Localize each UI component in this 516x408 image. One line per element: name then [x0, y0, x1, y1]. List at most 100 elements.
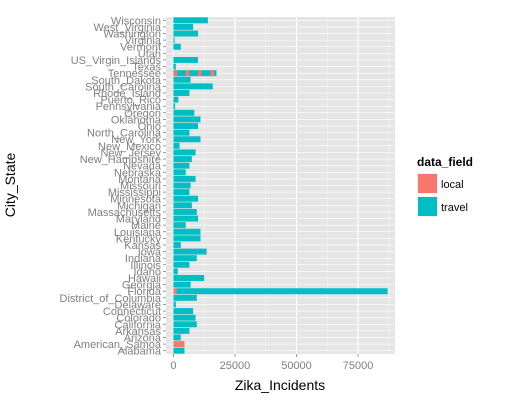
- y-tick-label: Idaho: [133, 266, 161, 278]
- bar-travel-oklahoma: [173, 116, 201, 123]
- bar-local-segment: [210, 70, 215, 77]
- y-tick-label: Arizona: [124, 332, 162, 344]
- y-tick-label: Pennsylvania: [96, 101, 162, 113]
- x-axis-label: Zika_Incidents: [235, 377, 325, 393]
- bar-travel-west-virginia: [173, 23, 194, 30]
- bar-travel-missouri: [173, 182, 191, 189]
- bar-travel-tennessee: [173, 70, 217, 77]
- bar-travel-wisconsin: [173, 17, 208, 24]
- bar-travel-rhode-island: [173, 90, 190, 96]
- y-axis-label: City_State: [2, 152, 18, 217]
- bar-travel-north-carolina: [173, 129, 190, 136]
- y-tick-label: Georgia: [122, 280, 162, 292]
- y-tick-label: Florida: [127, 286, 162, 298]
- y-tick-label: New_Jersey: [100, 147, 161, 159]
- y-tick-label: Hawaii: [128, 273, 161, 285]
- y-tick-label: West_Virginia: [94, 22, 162, 34]
- legend-label-travel: travel: [441, 202, 468, 214]
- y-tick-label: District_of_Columbia: [60, 293, 162, 305]
- y-tick-label: New_York: [111, 134, 161, 146]
- y-tick-label: Kansas: [124, 240, 161, 252]
- bar-travel-virginia: [173, 37, 175, 44]
- bar-travel-puerto-rico: [173, 96, 179, 103]
- y-tick-label: North_Carolina: [87, 128, 162, 140]
- grid-lines: [166, 17, 395, 354]
- bar-travel-connecticut: [173, 308, 194, 315]
- y-tick-label: Maryland: [116, 214, 161, 226]
- y-tick-label: Alabama: [118, 346, 162, 358]
- legend-title: data_field: [417, 155, 473, 169]
- bar-local-american-samoa: [173, 341, 185, 348]
- bar-travel-district-of-columbia: [173, 294, 197, 301]
- bar-travel-south-dakota: [173, 76, 191, 83]
- bar-travel-oregon: [173, 109, 195, 116]
- y-tick-label: Massachusetts: [88, 207, 162, 219]
- y-tick-label: Nebraska: [114, 167, 162, 179]
- y-tick-label: Nevada: [123, 161, 162, 173]
- bar-travel-new-hampshire: [173, 156, 192, 163]
- y-tick-label: South_Dakota: [91, 75, 162, 87]
- y-tick-label: South_Carolina: [85, 81, 162, 93]
- y-tick-label: Arkansas: [115, 326, 161, 338]
- x-tick-label: 0: [170, 360, 176, 372]
- bar-local-florida: [173, 288, 177, 295]
- y-tick-label: Iowa: [138, 247, 162, 259]
- bar-travel-nebraska: [173, 169, 186, 176]
- bar-local-segment: [198, 70, 202, 77]
- y-tick-label: Kentucky: [116, 233, 162, 245]
- y-tick-label: Texas: [132, 62, 161, 74]
- bar-travel-florida: [176, 288, 388, 295]
- bar-travel-arkansas: [173, 327, 190, 334]
- y-tick-label: Oklahoma: [111, 114, 162, 126]
- bar-travel-maryland: [173, 215, 199, 222]
- legend-label-local: local: [441, 179, 464, 191]
- bar-travel-alabama: [173, 347, 185, 354]
- y-tick-label: Virginia: [125, 35, 162, 47]
- bar-travel-new-york: [173, 136, 201, 143]
- bar-travel-georgia: [173, 281, 191, 288]
- bar-travel-colorado: [173, 314, 196, 321]
- bar-travel-pennsylvania: [173, 103, 176, 110]
- bar-travel-washington: [173, 30, 199, 37]
- y-tick-label: American_Samoa: [74, 339, 162, 351]
- bar-travel-nevada: [173, 162, 190, 169]
- bar-travel-idaho: [173, 268, 178, 275]
- y-tick-label: Vermont: [120, 42, 161, 54]
- bar-travel-delaware: [173, 301, 176, 308]
- bar-travel-california: [173, 321, 197, 328]
- y-tick-label: Tennessee: [108, 68, 161, 80]
- y-tick-label: Montana: [118, 174, 162, 186]
- y-tick-label: Utah: [138, 48, 161, 60]
- bar-travel-montana: [173, 175, 196, 182]
- bar-travel-minnesota: [173, 195, 199, 202]
- y-tick-label: Louisiana: [114, 227, 162, 239]
- y-tick-label: Illinois: [130, 260, 161, 272]
- x-tick-label: 75000: [343, 360, 374, 372]
- y-tick-label: Washington: [103, 29, 161, 41]
- y-tick-label: Michigan: [117, 200, 161, 212]
- bar-travel-hawaii: [173, 275, 205, 281]
- y-tick-label: New_Hampshire: [80, 154, 161, 166]
- y-tick-label: California: [115, 319, 162, 331]
- y-tick-label: Connecticut: [103, 306, 161, 318]
- x-tick-labels: 0 25000 50000 75000: [170, 354, 373, 372]
- bar-travel-us-virgin-islands: [173, 56, 199, 63]
- y-tick-label: Rhode_Island: [93, 88, 161, 100]
- y-tick-labels: AlabamaAmerican_SamoaArizonaArkansasCali…: [60, 15, 166, 358]
- x-tick-label: 25000: [220, 360, 251, 372]
- y-tick-label: Maine: [131, 220, 161, 232]
- x-tick-label: 50000: [281, 360, 312, 372]
- bar-travel-south-carolina: [173, 83, 213, 90]
- bar-travel-iowa: [173, 248, 207, 255]
- y-tick-label: Wisconsin: [111, 15, 161, 27]
- bars: [173, 17, 388, 354]
- y-tick-label: Oregon: [124, 108, 161, 120]
- bar-travel-arizona: [173, 334, 181, 341]
- bar-travel-massachusetts: [173, 208, 197, 215]
- y-tick-label: Indiana: [125, 253, 162, 265]
- y-tick-label: Ohio: [138, 121, 161, 133]
- bar-local-segment: [173, 70, 178, 77]
- bar-travel-new-jersey: [173, 149, 196, 156]
